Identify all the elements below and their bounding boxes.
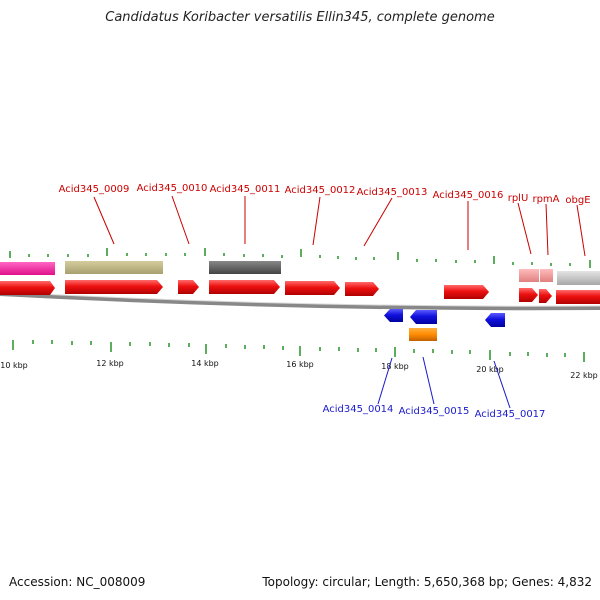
cds-arrow-reverse[interactable] xyxy=(410,310,437,324)
forward-cds-track xyxy=(0,280,600,304)
scale-labels: 10 kbp 12 kbp 14 kbp 16 kbp 18 kbp 20 kb… xyxy=(0,359,598,380)
gene-label[interactable]: Acid345_0010 xyxy=(137,183,208,194)
leader-line xyxy=(93,196,115,245)
leader-line xyxy=(312,196,321,246)
gene-label[interactable]: Acid345_0013 xyxy=(357,187,428,198)
outer-tick-ring xyxy=(9,248,591,268)
scale-label-18kbp: 18 kbp xyxy=(381,362,409,371)
feature-bar-olive[interactable] xyxy=(65,261,163,274)
cds-arrow[interactable] xyxy=(444,285,489,299)
leader-line xyxy=(171,195,190,245)
gene-label[interactable]: Acid345_0017 xyxy=(475,409,546,420)
gene-label[interactable]: obgE xyxy=(565,195,590,206)
genome-summary: Topology: circular; Length: 5,650,368 bp… xyxy=(262,575,592,589)
scale-label-20kbp: 20 kbp xyxy=(476,365,504,374)
gene-label[interactable]: Acid345_0011 xyxy=(210,184,281,195)
reverse-gene-labels: Acid345_0014 Acid345_0015 Acid345_0017 xyxy=(323,404,546,420)
leader-line xyxy=(545,203,549,256)
gene-label[interactable]: Acid345_0012 xyxy=(285,185,356,196)
cds-arrow[interactable] xyxy=(285,281,340,295)
gene-label[interactable]: Acid345_0014 xyxy=(323,404,394,415)
cds-arrow-reverse[interactable] xyxy=(485,313,505,327)
cds-arrow[interactable] xyxy=(65,280,163,294)
scale-label-22kbp: 22 kbp xyxy=(570,371,598,380)
leader-line xyxy=(363,197,393,247)
forward-gene-labels: Acid345_0009 Acid345_0010 Acid345_0011 A… xyxy=(59,183,591,206)
cds-arrow[interactable] xyxy=(519,288,538,302)
feature-bar-orange[interactable] xyxy=(409,328,437,341)
feature-bar-pink[interactable] xyxy=(0,262,55,275)
cds-arrow[interactable] xyxy=(209,280,280,294)
label-leaders xyxy=(93,195,586,409)
leader-line xyxy=(576,204,586,257)
accession-label: Accession: NC_008009 xyxy=(9,575,146,589)
leader-line xyxy=(422,356,435,405)
gene-label[interactable]: rplU xyxy=(508,193,529,204)
feature-bar-silver[interactable] xyxy=(557,271,600,285)
leader-line xyxy=(517,202,532,255)
leader-line xyxy=(493,360,511,409)
reverse-cds-track xyxy=(384,309,505,341)
gene-label[interactable]: Acid345_0016 xyxy=(433,190,504,201)
cds-arrow[interactable] xyxy=(345,282,379,296)
feature-bar-lightpink[interactable] xyxy=(540,269,553,282)
scale-label-14kbp: 14 kbp xyxy=(191,359,219,368)
gene-label[interactable]: Acid345_0009 xyxy=(59,184,130,195)
scale-label-10kbp: 10 kbp xyxy=(0,361,28,370)
cds-arrow[interactable] xyxy=(539,289,552,303)
cds-arrow-reverse[interactable] xyxy=(384,309,403,322)
gene-label[interactable]: Acid345_0015 xyxy=(399,406,470,417)
feature-bar-gray[interactable] xyxy=(209,261,281,274)
outer-feature-track xyxy=(0,261,600,285)
genome-backbone xyxy=(0,292,600,311)
scale-label-16kbp: 16 kbp xyxy=(286,360,314,369)
cds-arrow[interactable] xyxy=(0,281,55,295)
leader-line xyxy=(377,357,393,405)
cds-arrow[interactable] xyxy=(556,290,600,304)
inner-tick-ring xyxy=(12,340,585,362)
feature-bar-lightpink[interactable] xyxy=(519,269,539,282)
map-title: Candidatus Koribacter versatilis Ellin34… xyxy=(105,10,495,25)
cds-arrow[interactable] xyxy=(178,280,199,294)
gene-label[interactable]: rpmA xyxy=(532,194,559,205)
scale-label-12kbp: 12 kbp xyxy=(96,359,124,368)
genome-backbone-highlight xyxy=(0,291,600,307)
